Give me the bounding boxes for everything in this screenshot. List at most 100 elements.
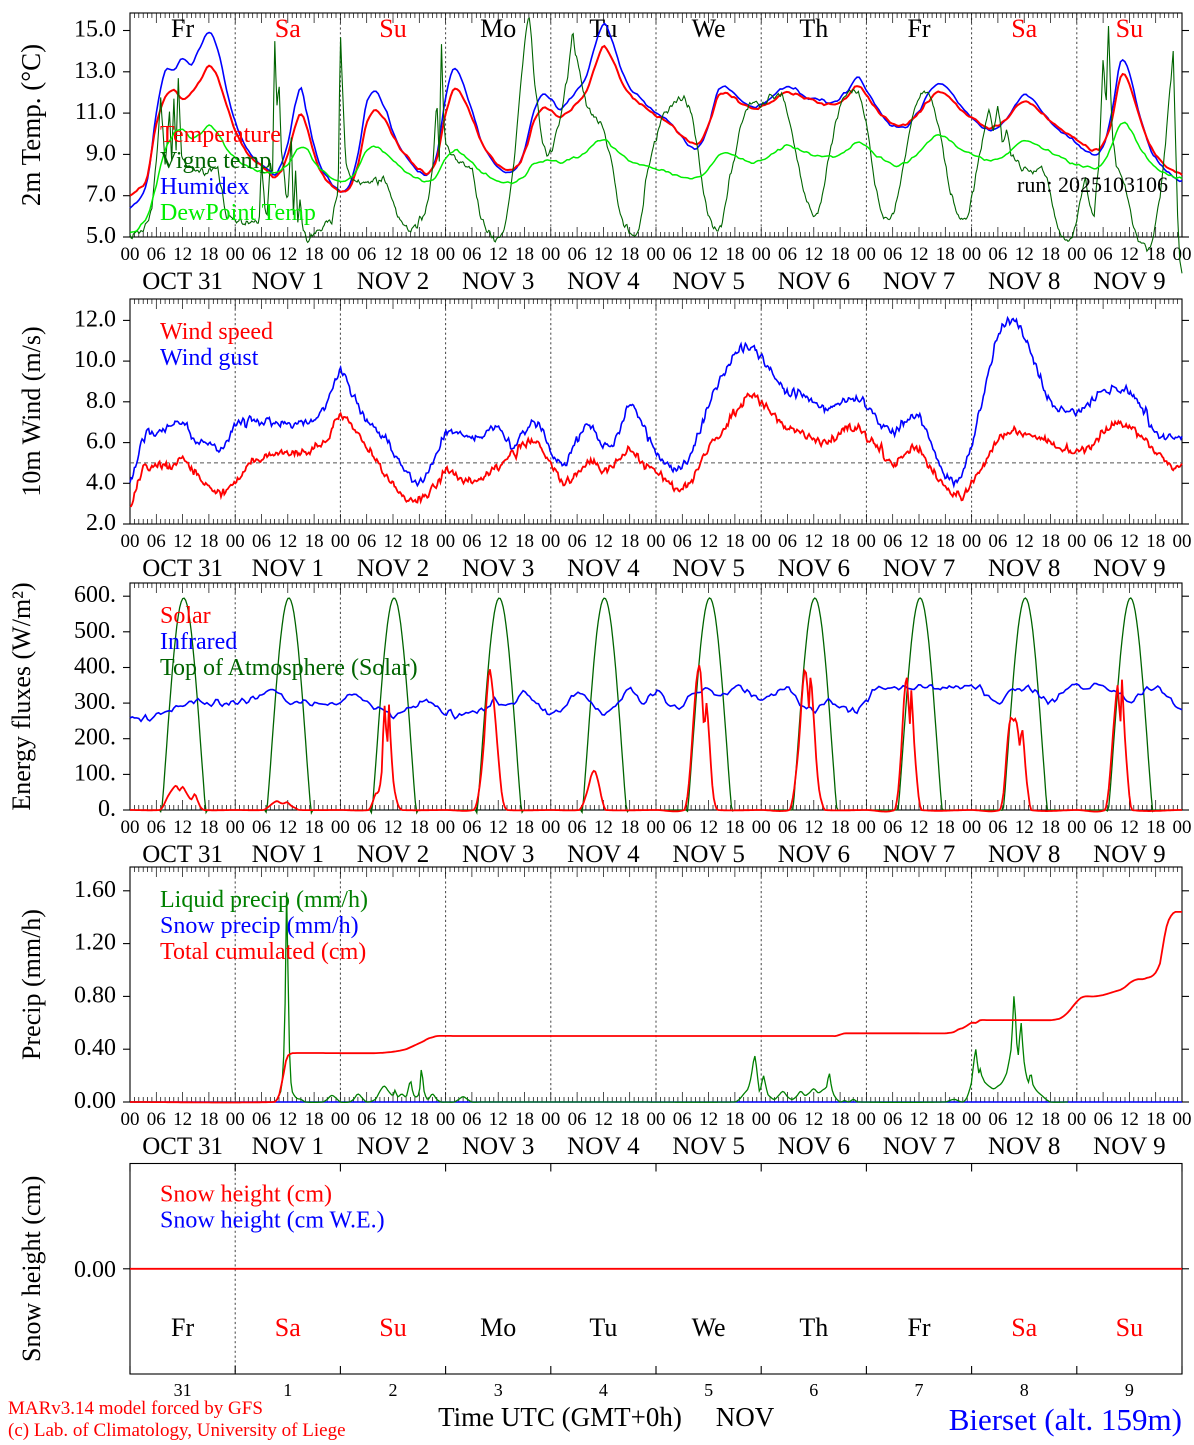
svg-text:00: 00	[436, 817, 455, 838]
svg-text:400.: 400.	[74, 654, 116, 680]
svg-text:Sa: Sa	[275, 14, 301, 43]
svg-text:OCT 31: OCT 31	[142, 555, 223, 582]
svg-text:12: 12	[173, 244, 192, 265]
svg-text:1.60: 1.60	[74, 877, 116, 903]
svg-text:13.0: 13.0	[74, 58, 116, 84]
svg-text:NOV 1: NOV 1	[252, 841, 324, 868]
svg-text:06: 06	[1094, 244, 1113, 265]
svg-text:18: 18	[410, 817, 429, 838]
svg-text:12: 12	[489, 531, 508, 552]
svg-text:NOV 1: NOV 1	[252, 268, 324, 295]
svg-text:06: 06	[252, 1109, 271, 1130]
svg-text:NOV 2: NOV 2	[357, 268, 429, 295]
svg-text:NOV 9: NOV 9	[1093, 268, 1165, 295]
svg-text:18: 18	[1146, 531, 1165, 552]
svg-text:00: 00	[962, 1109, 981, 1130]
svg-text:Time UTC (GMT+0h): Time UTC (GMT+0h)	[438, 1402, 682, 1432]
svg-text:00: 00	[226, 531, 245, 552]
svg-text:Liquid precip (mm/h): Liquid precip (mm/h)	[160, 887, 368, 913]
svg-text:Total cumulated (cm): Total cumulated (cm)	[160, 939, 366, 965]
svg-text:NOV 5: NOV 5	[672, 555, 744, 582]
svg-text:NOV 8: NOV 8	[988, 1133, 1060, 1160]
svg-text:06: 06	[988, 817, 1007, 838]
svg-text:00: 00	[541, 531, 560, 552]
svg-text:Tu: Tu	[589, 14, 617, 43]
svg-text:8: 8	[1020, 1380, 1029, 1400]
svg-text:18: 18	[725, 1109, 744, 1130]
svg-text:00: 00	[541, 244, 560, 265]
svg-text:10.0: 10.0	[74, 347, 116, 373]
svg-text:06: 06	[568, 531, 587, 552]
svg-text:OCT 31: OCT 31	[142, 1133, 223, 1160]
svg-text:Sa: Sa	[275, 1313, 301, 1342]
svg-text:06: 06	[357, 1109, 376, 1130]
svg-text:18: 18	[831, 244, 850, 265]
svg-text:NOV 9: NOV 9	[1093, 841, 1165, 868]
svg-text:00: 00	[962, 817, 981, 838]
svg-text:NOV 7: NOV 7	[883, 1133, 955, 1160]
svg-text:18: 18	[1146, 1109, 1165, 1130]
svg-text:00: 00	[541, 1109, 560, 1130]
svg-text:Sa: Sa	[1011, 14, 1037, 43]
svg-text:00: 00	[857, 244, 876, 265]
svg-text:12: 12	[910, 817, 929, 838]
svg-text:00: 00	[752, 244, 771, 265]
svg-text:12: 12	[1120, 531, 1139, 552]
svg-text:18: 18	[620, 1109, 639, 1130]
svg-text:12: 12	[278, 531, 297, 552]
svg-text:6.0: 6.0	[86, 429, 116, 455]
svg-text:06: 06	[462, 817, 481, 838]
svg-text:12: 12	[804, 817, 823, 838]
svg-text:7: 7	[915, 1380, 924, 1400]
svg-text:2m Temp. (°C): 2m Temp. (°C)	[16, 44, 46, 206]
svg-text:00: 00	[1173, 531, 1192, 552]
svg-text:12: 12	[1120, 244, 1139, 265]
svg-text:NOV 3: NOV 3	[462, 841, 534, 868]
svg-text:4.0: 4.0	[86, 469, 116, 495]
svg-text:18: 18	[936, 817, 955, 838]
svg-text:12: 12	[173, 531, 192, 552]
svg-text:12: 12	[1015, 817, 1034, 838]
svg-text:12: 12	[594, 244, 613, 265]
svg-text:OCT 31: OCT 31	[142, 268, 223, 295]
svg-text:NOV 9: NOV 9	[1093, 1133, 1165, 1160]
svg-text:5.0: 5.0	[86, 223, 116, 249]
svg-text:NOV 6: NOV 6	[778, 841, 850, 868]
svg-text:18: 18	[199, 531, 218, 552]
svg-text:00: 00	[1067, 817, 1086, 838]
svg-text:Temperature: Temperature	[160, 122, 281, 148]
svg-text:12: 12	[384, 244, 403, 265]
svg-text:NOV 3: NOV 3	[462, 555, 534, 582]
svg-text:12: 12	[1015, 244, 1034, 265]
svg-text:06: 06	[357, 817, 376, 838]
svg-text:06: 06	[778, 817, 797, 838]
svg-text:18: 18	[199, 1109, 218, 1130]
svg-text:2.0: 2.0	[86, 510, 116, 536]
svg-text:06: 06	[568, 817, 587, 838]
svg-text:18: 18	[725, 531, 744, 552]
svg-text:3: 3	[494, 1380, 503, 1400]
svg-text:Energy fluxes (W/m²): Energy fluxes (W/m²)	[7, 582, 36, 810]
svg-text:06: 06	[462, 531, 481, 552]
svg-text:Su: Su	[1116, 1313, 1143, 1342]
svg-text:0.80: 0.80	[74, 982, 116, 1008]
svg-text:Mo: Mo	[480, 1313, 516, 1342]
svg-text:OCT 31: OCT 31	[142, 841, 223, 868]
svg-text:12: 12	[910, 1109, 929, 1130]
svg-text:18: 18	[620, 531, 639, 552]
svg-text:12: 12	[384, 817, 403, 838]
svg-text:NOV 7: NOV 7	[883, 268, 955, 295]
svg-text:00: 00	[647, 244, 666, 265]
svg-text:NOV 2: NOV 2	[357, 1133, 429, 1160]
svg-text:18: 18	[305, 1109, 324, 1130]
svg-text:00: 00	[331, 817, 350, 838]
svg-text:12: 12	[1120, 1109, 1139, 1130]
svg-text:18: 18	[199, 817, 218, 838]
svg-text:Su: Su	[379, 14, 406, 43]
svg-text:10m Wind (m/s): 10m Wind (m/s)	[17, 326, 46, 496]
svg-text:12: 12	[910, 244, 929, 265]
svg-text:06: 06	[147, 1109, 166, 1130]
svg-text:Mo: Mo	[480, 14, 516, 43]
svg-text:06: 06	[147, 817, 166, 838]
svg-text:We: We	[692, 1313, 726, 1342]
